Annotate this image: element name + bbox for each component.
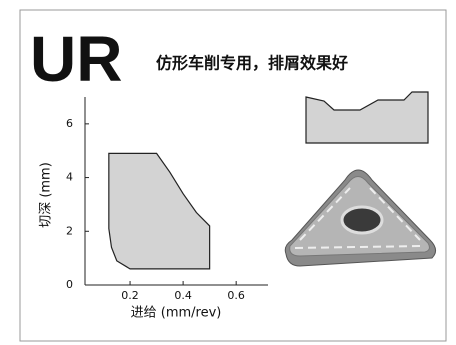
x-tick-label: 0.2 xyxy=(121,289,139,302)
y-axis-label: 切深 (mm) xyxy=(39,162,54,228)
page: UR 仿形车削专用，排屑效果好 进给 (mm/rev) 切深 (mm) 0 2 4 6… xyxy=(0,0,456,345)
title: UR xyxy=(30,23,122,95)
y-tick-label: 0 xyxy=(66,278,73,291)
x-axis-label: 进给 (mm/rev) xyxy=(131,306,222,321)
y-tick-label: 2 xyxy=(66,224,73,237)
x-tick-label: 0.6 xyxy=(227,289,245,302)
x-tick-label: 0.4 xyxy=(174,289,192,302)
y-tick-label: 4 xyxy=(66,171,73,184)
subtitle: 仿形车削专用，排屑效果好 xyxy=(156,54,348,73)
y-tick-label: 6 xyxy=(66,117,73,130)
